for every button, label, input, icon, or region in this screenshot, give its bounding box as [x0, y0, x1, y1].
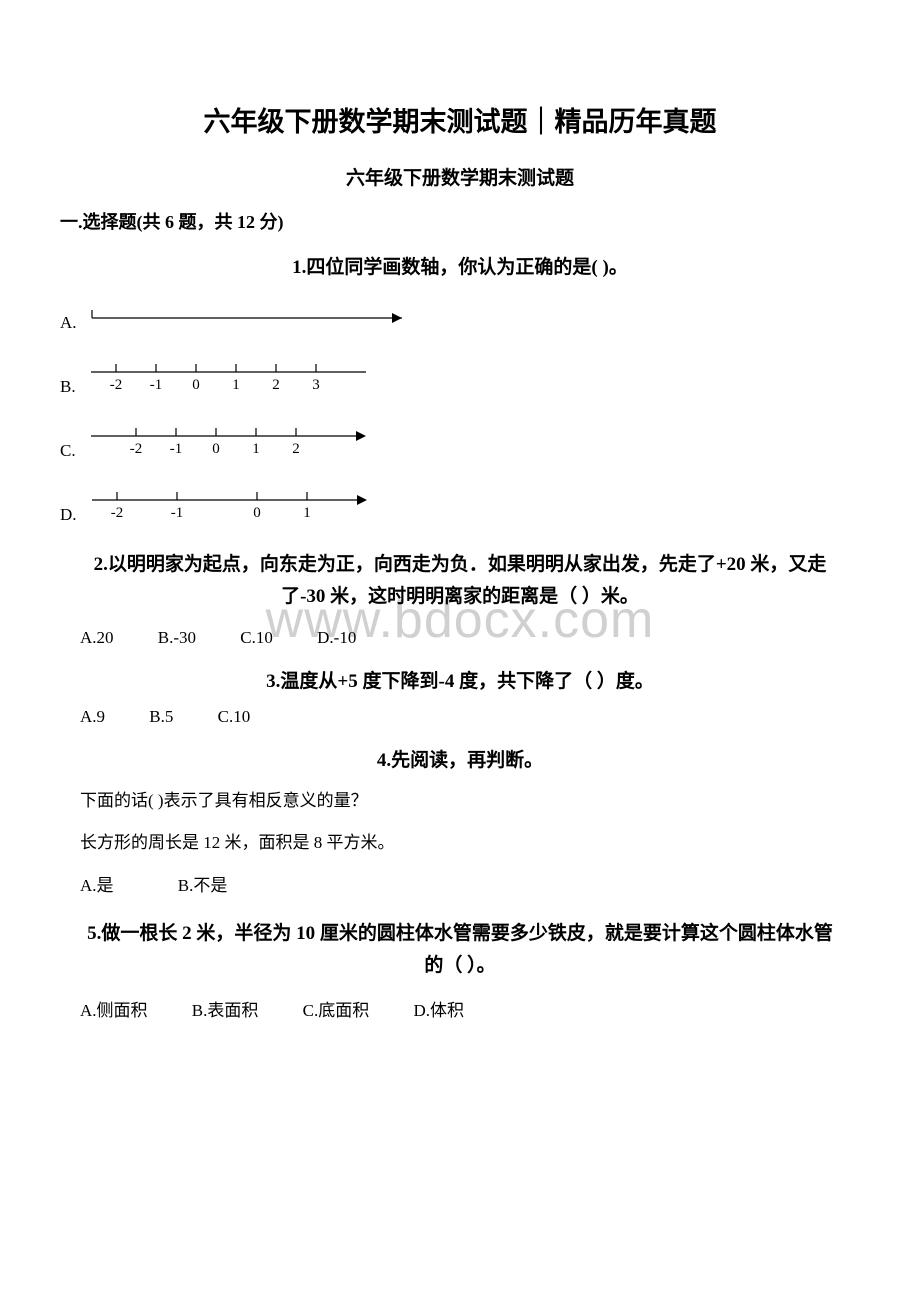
q4-opt-b: B.不是: [178, 876, 228, 895]
q4-line1: 下面的话( )表示了具有相反意义的量？: [80, 786, 860, 817]
q4-line2: 长方形的周长是 12 米，面积是 8 平方米。: [80, 828, 860, 859]
number-line-a-icon: [87, 303, 417, 333]
q1-option-d-label: D.: [60, 505, 77, 525]
q5-options: A.侧面积 B.表面积 C.底面积 D.体积: [80, 996, 860, 1021]
q1-text: 1.四位同学画数轴，你认为正确的是( )。: [60, 252, 860, 279]
q1-option-d: D. -2 -1 0 1: [60, 485, 860, 525]
svg-text:-2: -2: [110, 505, 123, 521]
svg-text:2: 2: [292, 441, 300, 457]
q5-opt-d: D.体积: [413, 1001, 464, 1020]
q1-option-c-label: C.: [60, 441, 76, 461]
q4-opt-a: A.是: [80, 876, 114, 895]
q2-text: 2.以明明家为起点，向东走为正，向西走为负．如果明明从家出发，先走了+20 米，…: [60, 549, 860, 614]
q1-option-b-label: B.: [60, 377, 76, 397]
q5-opt-b: B.表面积: [192, 1001, 259, 1020]
q1-option-a: A.: [60, 303, 860, 333]
svg-text:1: 1: [252, 441, 260, 457]
svg-text:-1: -1: [149, 377, 162, 393]
svg-text:-2: -2: [129, 441, 142, 457]
q2-opt-a: A.20: [80, 628, 114, 647]
q4-text: 4.先阅读，再判断。: [60, 745, 860, 772]
q2-options: A.20 B.-30 C.10 D.-10: [80, 628, 860, 648]
svg-text:-1: -1: [169, 441, 182, 457]
q1-option-c: C. -2 -1 0 1 2: [60, 421, 860, 461]
svg-text:0: 0: [192, 377, 200, 393]
q3-opt-a: A.9: [80, 707, 105, 726]
svg-text:1: 1: [232, 377, 240, 393]
number-line-d-icon: -2 -1 0 1: [87, 485, 387, 525]
q3-text: 3.温度从+5 度下降到-4 度，共下降了（ ）度。: [60, 666, 860, 693]
q4-options: A.是 B.不是: [80, 871, 860, 896]
q2-opt-c: C.10: [240, 628, 273, 647]
svg-text:-1: -1: [170, 505, 183, 521]
q5-opt-c: C.底面积: [303, 1001, 370, 1020]
q3-options: A.9 B.5 C.10: [80, 707, 860, 727]
q5-opt-a: A.侧面积: [80, 1001, 148, 1020]
page-title: 六年级下册数学期末测试题｜精品历年真题: [60, 100, 860, 139]
q1-option-b: B. -2 -1 0 1 2 3: [60, 357, 860, 397]
q2-opt-b: B.-30: [158, 628, 196, 647]
svg-text:1: 1: [303, 505, 311, 521]
q5-text: 5.做一根长 2 米，半径为 10 厘米的圆柱体水管需要多少铁皮，就是要计算这个…: [60, 918, 860, 983]
q3-opt-c: C.10: [218, 707, 251, 726]
number-line-b-icon: -2 -1 0 1 2 3: [86, 357, 386, 397]
svg-text:0: 0: [212, 441, 220, 457]
q2-opt-d: D.-10: [317, 628, 356, 647]
page-content: 六年级下册数学期末测试题｜精品历年真题 六年级下册数学期末测试题 一.选择题(共…: [60, 100, 860, 1021]
svg-text:-2: -2: [109, 377, 122, 393]
q1-option-a-label: A.: [60, 313, 77, 333]
svg-text:3: 3: [312, 377, 320, 393]
number-line-c-icon: -2 -1 0 1 2: [86, 421, 386, 461]
svg-text:2: 2: [272, 377, 280, 393]
q3-opt-b: B.5: [149, 707, 173, 726]
svg-text:0: 0: [253, 505, 261, 521]
page-subtitle: 六年级下册数学期末测试题: [60, 163, 860, 190]
section-header: 一.选择题(共 6 题，共 12 分): [60, 208, 860, 234]
